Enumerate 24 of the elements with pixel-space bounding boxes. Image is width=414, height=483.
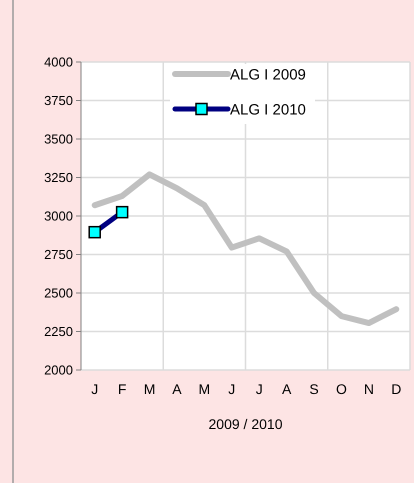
x-tick-label: F — [118, 381, 126, 397]
y-tick-label: 3000 — [44, 208, 73, 224]
x-tick-label: A — [172, 381, 182, 397]
y-tick-label: 3250 — [44, 170, 73, 186]
x-tick-label: J — [256, 381, 263, 397]
x-tick-label: N — [364, 381, 374, 397]
y-tick-label: 3500 — [44, 132, 73, 147]
x-tick-label: M — [144, 381, 156, 397]
y-tick-label: 2000 — [44, 362, 73, 378]
x-tick-label: A — [282, 381, 292, 397]
x-tick-label: M — [198, 381, 210, 397]
x-tick-label: O — [336, 381, 348, 397]
legend-label: ALG I 2010 — [230, 101, 306, 118]
x-tick-label: S — [309, 381, 319, 397]
x-tick-label: D — [391, 381, 402, 397]
y-tick-label: 2500 — [44, 286, 73, 301]
y-tick-label: 2250 — [44, 324, 73, 340]
x-tick-label: J — [228, 381, 236, 397]
x-axis-title: 2009 / 2010 — [208, 416, 283, 432]
y-tick-label: 2750 — [44, 247, 73, 262]
x-tick-label: J — [91, 381, 98, 397]
y-tick-label: 3750 — [44, 93, 73, 108]
y-tick-label: 4000 — [44, 54, 73, 70]
legend-label: ALG I 2009 — [230, 66, 306, 84]
